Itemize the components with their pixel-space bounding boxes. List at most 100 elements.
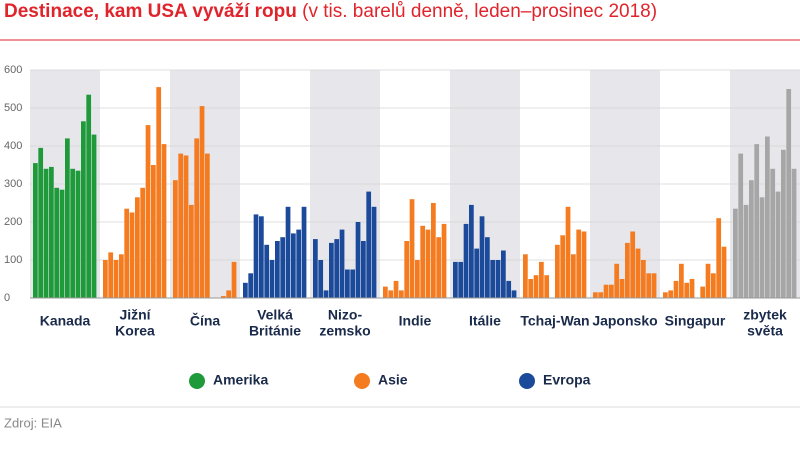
bar — [301, 206, 307, 298]
bar — [355, 222, 361, 298]
bar — [226, 290, 232, 298]
bar — [404, 241, 410, 298]
bar — [70, 168, 76, 298]
bar — [33, 163, 38, 298]
bar — [248, 273, 254, 298]
bar — [205, 153, 210, 298]
bar — [334, 239, 340, 298]
bar — [124, 208, 130, 298]
bar — [383, 286, 388, 298]
bar — [264, 244, 270, 298]
bar — [711, 273, 716, 298]
bar — [474, 248, 480, 298]
bar — [651, 273, 657, 298]
legend-marker — [354, 373, 370, 389]
bar — [361, 241, 366, 298]
bar — [485, 237, 490, 298]
bar — [313, 239, 318, 298]
bar — [86, 94, 92, 298]
bar — [738, 153, 744, 298]
bar — [495, 260, 501, 298]
bar — [339, 229, 345, 298]
x-tick-label: zemsko — [319, 323, 370, 339]
bar — [81, 121, 86, 298]
bar — [49, 166, 54, 298]
y-tick-label: 500 — [4, 102, 22, 114]
bar — [431, 203, 436, 298]
bar — [108, 252, 114, 298]
chart-title: Destinace, kam USA vyváží ropu — [4, 1, 297, 22]
bar — [43, 168, 49, 298]
bar — [689, 279, 695, 298]
bar — [194, 138, 200, 298]
bar — [135, 197, 140, 298]
bar — [770, 168, 776, 298]
bar — [425, 229, 431, 298]
x-tick-label: Kanada — [40, 313, 91, 329]
bar — [119, 254, 124, 298]
bar — [603, 284, 609, 298]
bar — [183, 155, 189, 298]
bar — [441, 223, 447, 298]
legend-label: Amerika — [213, 372, 268, 388]
bar — [765, 136, 770, 298]
bar — [528, 279, 534, 298]
bar — [781, 149, 786, 298]
bar — [199, 106, 205, 298]
bar — [733, 208, 738, 298]
source: Zdroj: EIA — [4, 415, 62, 430]
bar — [458, 261, 464, 298]
bar — [189, 204, 194, 298]
legend-label: Evropa — [543, 372, 591, 388]
bar — [275, 241, 280, 298]
bar — [544, 275, 550, 298]
bar — [581, 231, 587, 298]
bar — [173, 180, 178, 298]
bar — [533, 275, 539, 298]
bar — [619, 279, 625, 298]
bar — [345, 269, 350, 298]
bar — [269, 260, 275, 298]
bar — [641, 260, 646, 298]
bar — [318, 260, 324, 298]
bar — [129, 212, 135, 298]
bar — [453, 261, 458, 298]
bar — [399, 290, 404, 298]
bar — [523, 254, 528, 298]
bar — [420, 225, 426, 298]
bar — [721, 246, 727, 298]
bar — [625, 242, 630, 298]
bar — [296, 229, 302, 298]
bar — [409, 199, 415, 298]
bar — [113, 260, 119, 298]
bar — [593, 292, 598, 298]
bar — [506, 280, 512, 298]
bar — [291, 233, 296, 298]
chart-heading: Destinace, kam USA vyváží ropu (v tis. b… — [4, 1, 657, 22]
x-tick-label: Singapur — [665, 313, 726, 329]
bar — [614, 263, 620, 298]
bar — [630, 231, 636, 298]
bar — [668, 290, 674, 298]
x-tick-label: Jižní — [119, 307, 151, 323]
bar — [231, 261, 237, 298]
x-tick-label: Británie — [249, 323, 301, 339]
bar — [285, 206, 291, 298]
bar — [571, 254, 576, 298]
y-tick-label: 200 — [4, 216, 22, 228]
bar — [705, 263, 711, 298]
bar — [323, 290, 329, 298]
bar — [501, 250, 506, 298]
bar — [684, 282, 690, 298]
bar — [555, 244, 560, 298]
bar — [178, 153, 184, 298]
x-tick-label: Tchaj-Wan — [520, 313, 589, 329]
bar — [145, 125, 151, 298]
legend-label: Asie — [378, 372, 408, 388]
bar — [151, 165, 156, 298]
bar — [366, 191, 372, 298]
bar — [140, 187, 146, 298]
bar — [156, 87, 162, 298]
bar — [565, 206, 571, 298]
